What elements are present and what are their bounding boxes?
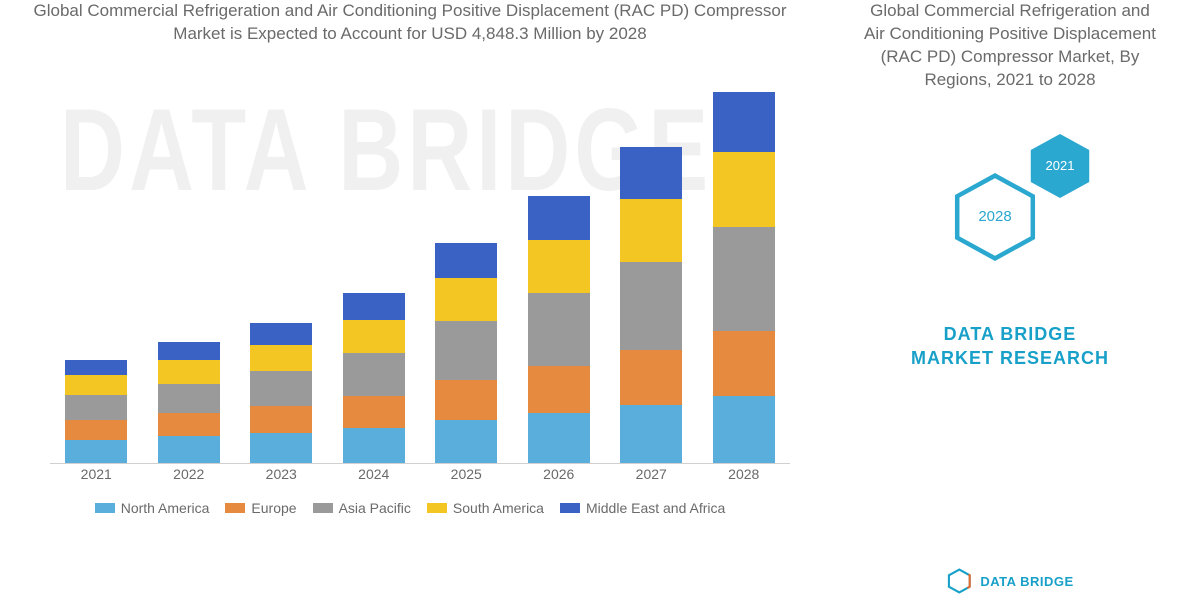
bar-segment	[158, 436, 220, 463]
bar-segment	[158, 413, 220, 436]
hex-inner-label: 2021	[1046, 158, 1075, 173]
bar-segment	[65, 375, 127, 395]
right-panel-title: Global Commercial Refrigeration and Air …	[830, 0, 1190, 102]
legend-swatch	[427, 503, 447, 513]
bar-segment	[620, 199, 682, 262]
bar	[250, 323, 312, 463]
legend-label: Europe	[251, 500, 296, 516]
bar-segment	[65, 420, 127, 440]
bar-column	[420, 64, 513, 463]
x-tick-label: 2026	[513, 466, 606, 494]
legend-item: Asia Pacific	[313, 500, 411, 516]
legend-swatch	[313, 503, 333, 513]
x-tick-label: 2027	[605, 466, 698, 494]
legend-label: Asia Pacific	[339, 500, 411, 516]
legend-item: Europe	[225, 500, 296, 516]
bar-segment	[65, 360, 127, 375]
chart-area: 20212022202320242025202620272028	[20, 64, 800, 494]
main-layout: Global Commercial Refrigeration and Air …	[0, 0, 1200, 600]
legend-item: North America	[95, 500, 210, 516]
bar-segment	[435, 243, 497, 278]
chart-title: Global Commercial Refrigeration and Air …	[10, 0, 810, 54]
legend-item: Middle East and Africa	[560, 500, 725, 516]
bar-segment	[158, 360, 220, 383]
bar-segment	[250, 433, 312, 463]
bar-column	[235, 64, 328, 463]
x-tick-label: 2021	[50, 466, 143, 494]
bar-segment	[435, 380, 497, 420]
bar-column	[328, 64, 421, 463]
bar-segment	[713, 396, 775, 463]
bar-segment	[65, 395, 127, 420]
bar-segment	[158, 342, 220, 360]
bar-segment	[250, 323, 312, 345]
bar-segment	[528, 366, 590, 413]
bar	[528, 196, 590, 463]
brand-line-2: MARKET RESEARCH	[830, 346, 1190, 370]
bar-column	[698, 64, 791, 463]
bar-column	[513, 64, 606, 463]
legend-label: South America	[453, 500, 544, 516]
bar-segment	[713, 92, 775, 152]
bar-segment	[435, 420, 497, 463]
hex-outer-label: 2028	[978, 208, 1011, 225]
right-panel: Global Commercial Refrigeration and Air …	[820, 0, 1200, 600]
brand-line-1: DATA BRIDGE	[830, 322, 1190, 346]
bar	[435, 243, 497, 463]
bar-segment	[713, 152, 775, 227]
bar-column	[605, 64, 698, 463]
bar-segment	[620, 350, 682, 405]
bar-segment	[435, 321, 497, 379]
x-tick-label: 2023	[235, 466, 328, 494]
bar-segment	[528, 240, 590, 293]
bar-segment	[250, 371, 312, 406]
footer-hex-icon	[946, 568, 972, 594]
bar-segment	[250, 345, 312, 372]
bar-column	[50, 64, 143, 463]
x-tick-label: 2025	[420, 466, 513, 494]
bar-segment	[343, 396, 405, 428]
legend-swatch	[225, 503, 245, 513]
x-tick-label: 2022	[143, 466, 236, 494]
bar	[343, 293, 405, 463]
bars-container	[50, 64, 790, 463]
bar-segment	[343, 320, 405, 353]
legend-item: South America	[427, 500, 544, 516]
bar-segment	[250, 406, 312, 433]
x-axis: 20212022202320242025202620272028	[50, 466, 790, 494]
bar-segment	[343, 428, 405, 463]
footer-logo: DATA BRIDGE	[946, 568, 1073, 594]
bar-segment	[620, 405, 682, 463]
brand-text: DATA BRIDGE MARKET RESEARCH	[830, 322, 1190, 371]
bar-segment	[65, 440, 127, 463]
chart-legend: North America Europe Asia Pacific South Ame…	[10, 500, 810, 516]
hexagon-graphic: 2028 2021	[830, 112, 1190, 292]
bar	[620, 147, 682, 463]
bar	[713, 92, 775, 463]
bar-segment	[528, 413, 590, 463]
bar-segment	[343, 293, 405, 320]
bar-segment	[713, 331, 775, 396]
bar	[65, 360, 127, 463]
bar-segment	[158, 384, 220, 413]
bar-segment	[713, 227, 775, 331]
footer-brand-text: DATA BRIDGE	[980, 574, 1073, 589]
x-tick-label: 2028	[698, 466, 791, 494]
bar-segment	[528, 196, 590, 239]
x-tick-label: 2024	[328, 466, 421, 494]
bar-column	[143, 64, 236, 463]
legend-swatch	[95, 503, 115, 513]
bar-segment	[343, 353, 405, 396]
bar	[158, 342, 220, 463]
legend-label: North America	[121, 500, 210, 516]
legend-swatch	[560, 503, 580, 513]
bar-segment	[435, 278, 497, 321]
legend-label: Middle East and Africa	[586, 500, 725, 516]
chart-plot	[50, 64, 790, 464]
bar-segment	[528, 293, 590, 366]
bar-segment	[620, 262, 682, 350]
hex-inner: 2021	[1026, 132, 1094, 200]
left-panel: Global Commercial Refrigeration and Air …	[0, 0, 820, 600]
bar-segment	[620, 147, 682, 199]
